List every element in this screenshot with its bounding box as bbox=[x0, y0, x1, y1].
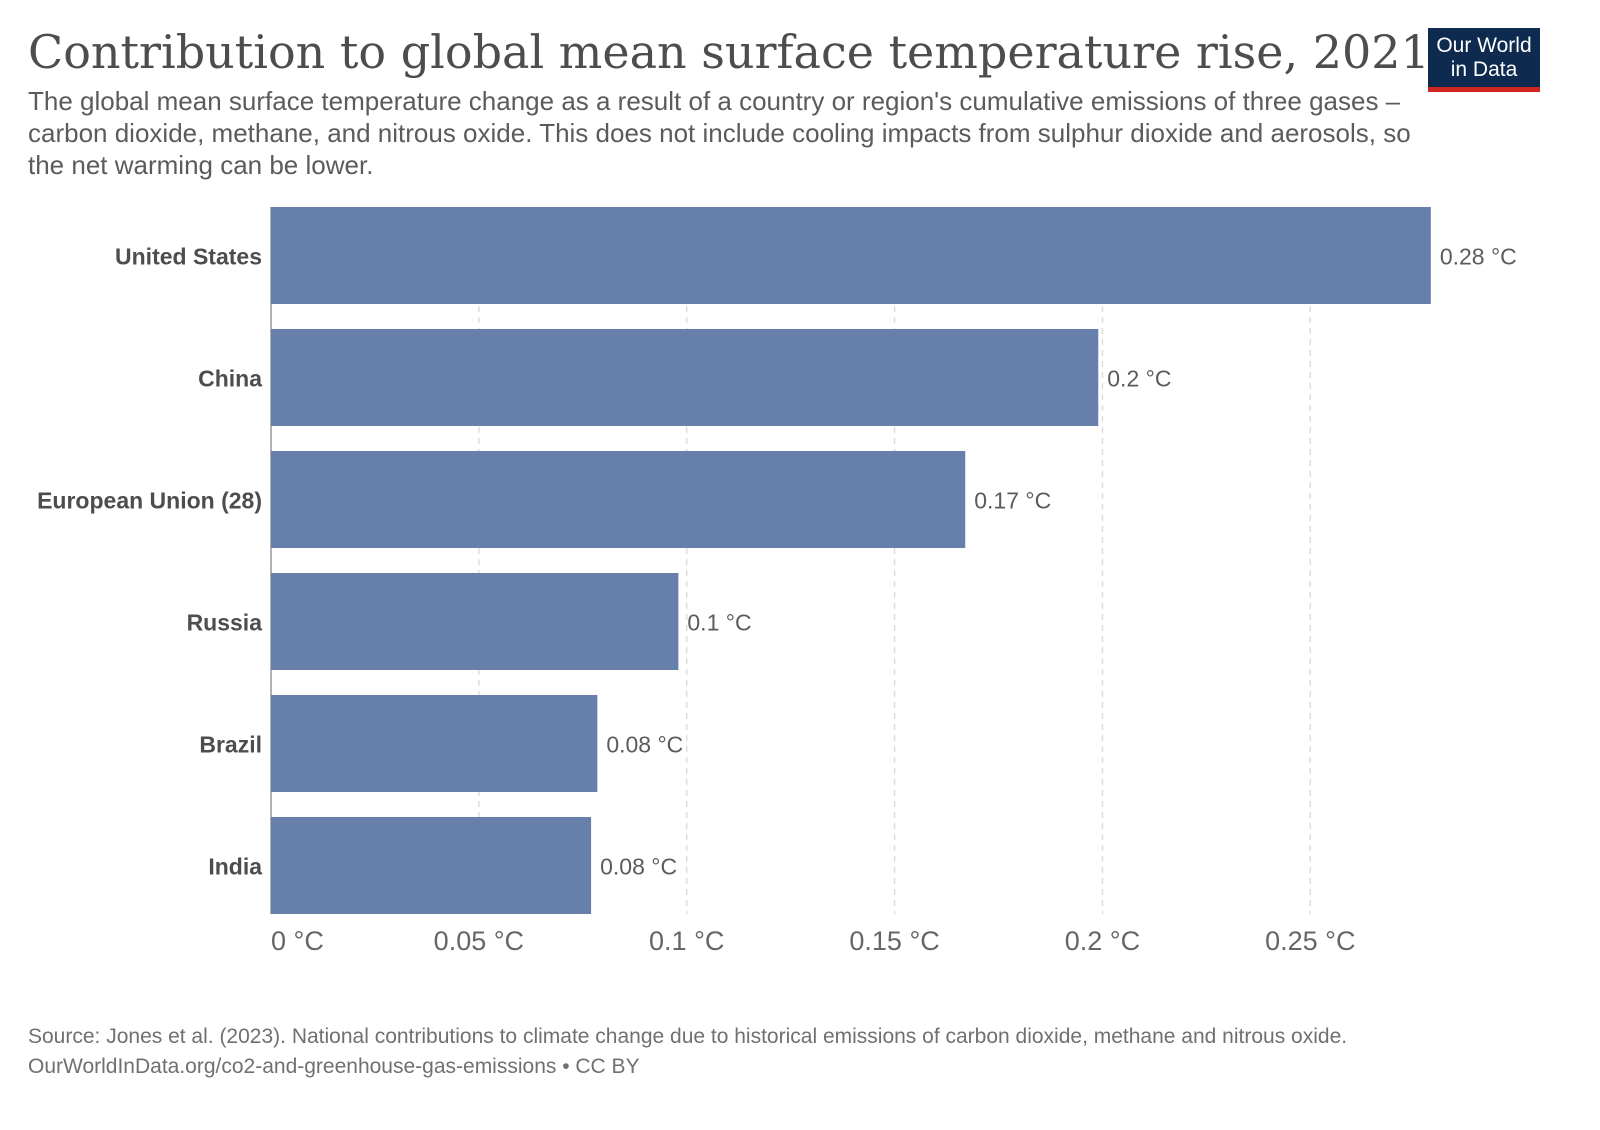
logo-line-1: Our World bbox=[1436, 34, 1532, 57]
value-label: 0.08 °C bbox=[606, 732, 683, 758]
x-tick-label: 0.2 °C bbox=[1065, 926, 1140, 956]
chart-subtitle: The global mean surface temperature chan… bbox=[28, 86, 1411, 180]
category-label: China bbox=[198, 366, 262, 392]
x-tick-label: 0.25 °C bbox=[1265, 926, 1355, 956]
bar bbox=[271, 329, 1099, 426]
bar bbox=[271, 573, 679, 670]
category-label: United States bbox=[115, 244, 262, 270]
chart-title: Contribution to global mean surface temp… bbox=[28, 25, 1430, 79]
category-label: European Union (28) bbox=[37, 488, 262, 514]
chart-footer: Source: Jones et al. (2023). National co… bbox=[28, 1022, 1588, 1082]
source-link[interactable]: OurWorldInData.org/co2-and-greenhouse-ga… bbox=[28, 1055, 640, 1078]
bar bbox=[271, 695, 598, 792]
x-tick-label: 0.15 °C bbox=[849, 926, 939, 956]
value-label: 0.1 °C bbox=[687, 610, 751, 636]
x-tick-label: 0.05 °C bbox=[434, 926, 524, 956]
x-tick-label: 0 °C bbox=[271, 926, 324, 956]
category-label: India bbox=[208, 854, 262, 880]
owid-logo[interactable]: Our World in Data bbox=[1428, 28, 1540, 92]
bar bbox=[271, 207, 1431, 304]
bar-chart: 0 °C 0.05 °C 0.1 °C 0.15 °C 0.2 °C 0.25 °C Uni… bbox=[37, 207, 1517, 957]
category-label: Brazil bbox=[199, 732, 262, 758]
bar bbox=[271, 817, 592, 914]
value-label: 0.08 °C bbox=[600, 854, 677, 880]
source-note: Source: Jones et al. (2023). National co… bbox=[28, 1025, 1348, 1048]
value-label: 0.2 °C bbox=[1107, 366, 1171, 392]
grid-lines bbox=[270, 207, 1312, 914]
value-label: 0.28 °C bbox=[1440, 244, 1517, 270]
bars bbox=[271, 207, 1431, 914]
x-tick-label: 0.1 °C bbox=[649, 926, 724, 956]
bar bbox=[271, 451, 966, 548]
value-label: 0.17 °C bbox=[974, 488, 1051, 514]
logo-line-2: in Data bbox=[1450, 58, 1518, 81]
category-label: Russia bbox=[187, 610, 263, 636]
labels: 0 °C 0.05 °C 0.1 °C 0.15 °C 0.2 °C 0.25 °C Uni… bbox=[37, 244, 1517, 957]
